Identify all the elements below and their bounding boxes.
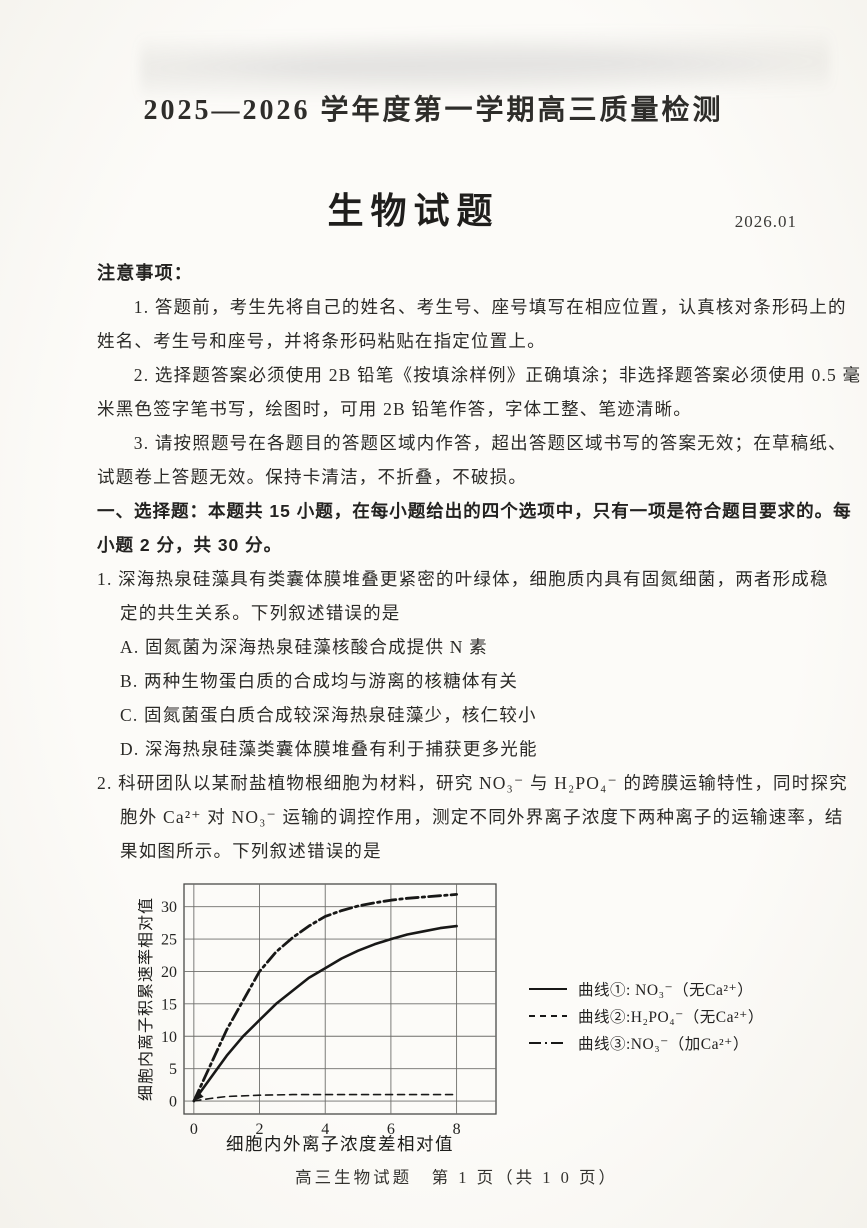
section-heading-line: 一、选择题：本题共 15 小题，在每小题给出的四个选项中，只有一项是符合题目要求… bbox=[97, 501, 852, 521]
svg-text:0: 0 bbox=[190, 1121, 198, 1138]
legend-line-sample-icon bbox=[529, 1042, 567, 1044]
question-1-option-b: B. 两种生物蛋白质的合成均与游离的核糖体有关 bbox=[120, 671, 519, 691]
notice-section: 注意事项： 1. 答题前，考生先将自己的姓名、考生号、座号填写在相应位置，认真核… bbox=[97, 256, 862, 494]
notice-line: 姓名、考生号和座号，并将条形码粘贴在指定位置上。 bbox=[97, 331, 546, 351]
subject-title: 生物试题 bbox=[327, 191, 500, 231]
legend-line-sample-icon bbox=[529, 1015, 567, 1017]
svg-text:4: 4 bbox=[321, 1121, 329, 1138]
legend-label: 曲线②:H₂PO₄⁻（无Ca²⁺） bbox=[578, 1009, 764, 1026]
legend-item: 曲线③:NO₃⁻（加Ca²⁺） bbox=[528, 1032, 764, 1054]
svg-text:15: 15 bbox=[161, 996, 177, 1013]
question-1-stem-line: 1. 深海热泉硅藻具有类囊体膜堆叠更紧密的叶绿体，细胞质内具有固氮细菌，两者形成… bbox=[97, 569, 829, 589]
notice-line: 3. 请按照题号在各题目的答题区域内作答，超出答题区域书写的答案无效；在草稿纸、 bbox=[133, 433, 847, 453]
question-1-option-d: D. 深海热泉硅藻类囊体膜堆叠有利于捕获更多光能 bbox=[120, 739, 538, 759]
subject-header: 生物试题 2026.01 bbox=[0, 182, 867, 232]
svg-text:6: 6 bbox=[387, 1121, 395, 1138]
question-2-stem-line: 胞外 Ca²⁺ 对 NO₃⁻ 运输的调控作用，测定不同外界离子浓度下两种离子的运… bbox=[120, 807, 844, 827]
svg-text:细胞内离子积累速率相对值: 细胞内离子积累速率相对值 bbox=[138, 897, 155, 1101]
question-1-stem-line: 定的共生关系。下列叙述错误的是 bbox=[120, 603, 401, 623]
ion-transport-figure: 0 2 4 6 8 0 5 10 15 20 25 30 细胞内外离子浓度差相对值 细胞内离子积累速率相对… bbox=[138, 878, 867, 1154]
notice-line: 2. 选择题答案必须使用 2B 铅笔《按填涂样例》正确填涂；非选择题答案必须使用… bbox=[133, 365, 862, 385]
notice-line: 试题卷上答题无效。保持卡清洁，不折叠，不破损。 bbox=[97, 467, 528, 487]
legend-item: 曲线①: NO₃⁻（无Ca²⁺） bbox=[528, 978, 764, 1000]
question-1-option-a: A. 固氮菌为深海热泉硅藻核酸合成提供 N 素 bbox=[120, 637, 488, 657]
svg-text:2: 2 bbox=[256, 1121, 264, 1138]
notice-line: 1. 答题前，考生先将自己的姓名、考生号、座号填写在相应位置，认真核对条形码上的 bbox=[133, 297, 847, 317]
svg-text:8: 8 bbox=[453, 1121, 461, 1138]
svg-text:20: 20 bbox=[161, 964, 177, 981]
exam-body: 注意事项： 1. 答题前，考生先将自己的姓名、考生号、座号填写在相应位置，认真核… bbox=[97, 256, 862, 868]
svg-text:0: 0 bbox=[169, 1094, 177, 1111]
question-1: 1. 深海热泉硅藻具有类囊体膜堆叠更紧密的叶绿体，细胞质内具有固氮细菌，两者形成… bbox=[97, 562, 829, 766]
legend-label: 曲线①: NO₃⁻（无Ca²⁺） bbox=[578, 982, 754, 999]
notice-line: 米黑色签字笔书写，绘图时，可用 2B 铅笔作答，字体工整、笔迹清晰。 bbox=[97, 399, 692, 419]
page-footer: 高三生物试题 第 1 页（共 1 0 页） bbox=[295, 1168, 618, 1187]
svg-text:细胞内外离子浓度差相对值: 细胞内外离子浓度差相对值 bbox=[226, 1134, 454, 1154]
legend-label: 曲线③:NO₃⁻（加Ca²⁺） bbox=[578, 1036, 749, 1053]
question-2: 2. 科研团队以某耐盐植物根细胞为材料，研究 NO₃⁻ 与 H₂PO₄⁻ 的跨膜… bbox=[97, 766, 848, 868]
question-1-option-c: C. 固氮菌蛋白质合成较深海热泉硅藻少，核仁较小 bbox=[120, 705, 537, 725]
exam-session-title: 2025—2026 学年度第一学期高三质量检测 bbox=[143, 95, 724, 126]
section-heading-line: 小题 2 分，共 30 分。 bbox=[97, 535, 283, 555]
svg-text:10: 10 bbox=[161, 1029, 177, 1046]
legend-item: 曲线②:H₂PO₄⁻（无Ca²⁺） bbox=[528, 1005, 764, 1027]
multiple-choice-section-heading: 一、选择题：本题共 15 小题，在每小题给出的四个选项中，只有一项是符合题目要求… bbox=[97, 494, 852, 562]
question-2-stem-line: 2. 科研团队以某耐盐植物根细胞为材料，研究 NO₃⁻ 与 H₂PO₄⁻ 的跨膜… bbox=[97, 773, 848, 793]
chart-legend: 曲线①: NO₃⁻（无Ca²⁺） 曲线②:H₂PO₄⁻（无Ca²⁺） 曲线③:NO₃… bbox=[528, 978, 764, 1054]
exam-date: 2026.01 bbox=[734, 212, 797, 231]
notice-title: 注意事项： bbox=[97, 263, 193, 283]
ion-transport-chart: 0 2 4 6 8 0 5 10 15 20 25 30 细胞内外离子浓度差相对值 细胞内离子积累速率相对… bbox=[138, 883, 497, 1154]
legend-line-sample-icon bbox=[529, 988, 567, 990]
svg-text:30: 30 bbox=[161, 899, 177, 916]
svg-text:5: 5 bbox=[169, 1061, 177, 1078]
svg-text:25: 25 bbox=[161, 932, 177, 949]
question-2-stem-line: 果如图所示。下列叙述错误的是 bbox=[120, 841, 382, 861]
